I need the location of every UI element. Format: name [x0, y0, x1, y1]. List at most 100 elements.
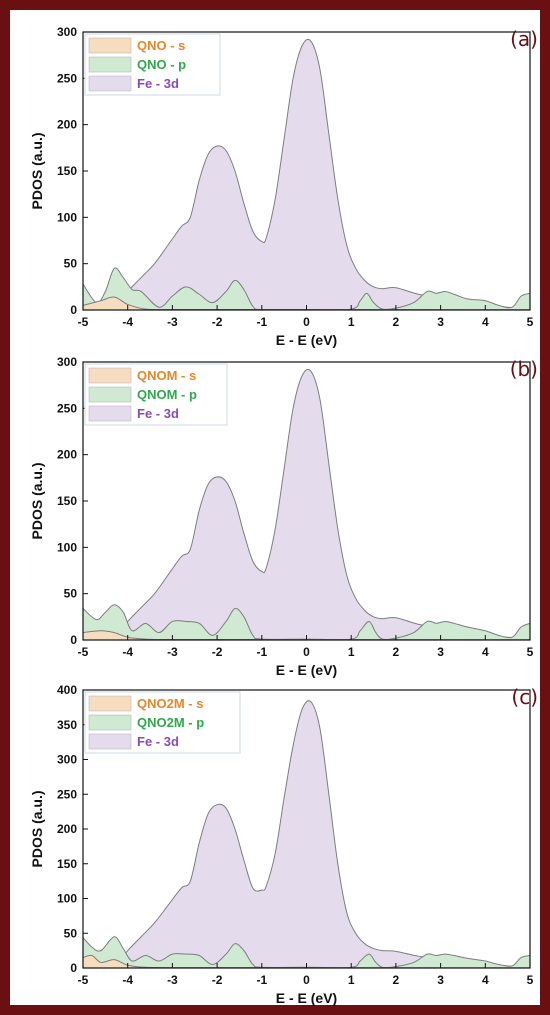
x-axis-title: E - E (eV)	[276, 332, 337, 348]
legend-swatch-p-orbital	[88, 714, 132, 731]
panel-label: (a)	[510, 27, 538, 51]
x-tick-label: 4	[482, 645, 489, 659]
y-tick-label: 250	[57, 787, 77, 801]
legend-label-d-orbital: Fe - 3d	[137, 406, 179, 421]
y-tick-label: 300	[57, 753, 77, 767]
series-line-d-orbital	[83, 38, 530, 309]
y-tick-label: 150	[57, 494, 77, 508]
x-tick-label: 3	[437, 315, 444, 329]
y-tick-label: 0	[70, 303, 77, 317]
x-tick-label: -1	[256, 645, 267, 659]
x-tick-label: -3	[167, 315, 178, 329]
series-area-d-orbital	[83, 700, 530, 968]
y-tick-label: 0	[70, 633, 77, 647]
x-tick-label: 1	[348, 315, 355, 329]
x-tick-label: -3	[167, 645, 178, 659]
x-tick-label: 4	[482, 315, 489, 329]
legend-swatch-d-orbital	[88, 75, 132, 92]
legend-swatch-p-orbital	[88, 386, 132, 403]
legend: QNOM - s QNOM - p Fe - 3d	[84, 363, 228, 426]
x-tick-label: 3	[437, 645, 444, 659]
x-tick-label: -2	[212, 973, 223, 987]
x-tick-label: 3	[437, 973, 444, 987]
y-tick-label: 350	[57, 718, 77, 732]
y-tick-label: 150	[57, 164, 77, 178]
y-tick-label: 0	[70, 961, 77, 975]
legend-label-s-orbital: QNO2M - s	[137, 696, 203, 711]
x-tick-label: -4	[122, 315, 133, 329]
legend-swatch-d-orbital	[88, 733, 132, 750]
y-axis-title: PDOS (a.u.)	[29, 790, 45, 867]
legend-swatch-s-orbital	[88, 367, 132, 384]
legend-swatch-s-orbital	[88, 37, 132, 54]
y-axis-title: PDOS (a.u.)	[29, 132, 45, 209]
x-tick-label: 5	[527, 645, 534, 659]
x-tick-label: -1	[256, 315, 267, 329]
pdos-panel-c: 0 50 100 150 200 250 300 350 400 -5 -4 -3 -2 -1 0 1 2 3 4 5…	[20, 678, 550, 1013]
series-area-d-orbital	[83, 39, 530, 310]
y-tick-label: 200	[57, 118, 77, 132]
pdos-chart-a: 0 50 100 150 200 250 300 -5 -4 -3 -2 -1 0 1 2 3 4 5 E - E …	[29, 25, 538, 348]
y-tick-label: 250	[57, 71, 77, 85]
x-tick-label: 0	[303, 315, 310, 329]
x-tick-label: -2	[212, 645, 223, 659]
x-tick-label: 1	[348, 973, 355, 987]
x-tick-label: -3	[167, 973, 178, 987]
pdos-chart-c: 0 50 100 150 200 250 300 350 400 -5 -4 -3 -2 -1 0 1 2 3 4 5…	[29, 683, 538, 1006]
legend-swatch-d-orbital	[88, 405, 132, 422]
legend-label-p-orbital: QNO - p	[137, 57, 186, 72]
x-tick-label: -4	[122, 973, 133, 987]
y-tick-label: 400	[57, 683, 77, 697]
legend-label-p-orbital: QNOM - p	[137, 387, 197, 402]
x-tick-label: -5	[78, 315, 89, 329]
series-line-d-orbital	[83, 700, 530, 968]
y-tick-label: 100	[57, 210, 77, 224]
x-tick-label: 2	[393, 645, 400, 659]
series-area-d-orbital	[83, 369, 530, 640]
x-tick-label: 4	[482, 973, 489, 987]
series-line-d-orbital	[83, 368, 530, 639]
legend-label-s-orbital: QNO - s	[137, 38, 185, 53]
legend-label-d-orbital: Fe - 3d	[137, 734, 179, 749]
pdos-panel-b: 0 50 100 150 200 250 300 -5 -4 -3 -2 -1 0 1 2 3 4 5 E - E …	[20, 350, 550, 680]
y-tick-label: 100	[57, 892, 77, 906]
x-tick-label: 0	[303, 645, 310, 659]
x-tick-label: 0	[303, 973, 310, 987]
x-tick-label: 5	[527, 973, 534, 987]
legend-label-p-orbital: QNO2M - p	[137, 715, 204, 730]
x-tick-label: 2	[393, 315, 400, 329]
legend-label-s-orbital: QNOM - s	[137, 368, 196, 383]
legend-label-d-orbital: Fe - 3d	[137, 76, 179, 91]
legend: QNO - s QNO - p Fe - 3d	[84, 33, 221, 96]
y-tick-label: 200	[57, 448, 77, 462]
y-tick-label: 100	[57, 540, 77, 554]
x-axis-title: E - E (eV)	[276, 662, 337, 678]
x-tick-label: -1	[256, 973, 267, 987]
y-axis-title: PDOS (a.u.)	[29, 462, 45, 539]
pdos-chart-b: 0 50 100 150 200 250 300 -5 -4 -3 -2 -1 0 1 2 3 4 5 E - E …	[29, 355, 538, 678]
y-tick-label: 50	[64, 926, 78, 940]
legend: QNO2M - s QNO2M - p Fe - 3d	[84, 691, 241, 754]
x-tick-label: -5	[78, 973, 89, 987]
legend-swatch-s-orbital	[88, 695, 132, 712]
legend-swatch-p-orbital	[88, 56, 132, 73]
panel-label: (c)	[511, 685, 538, 709]
x-tick-label: -4	[122, 645, 133, 659]
panel-label: (b)	[510, 357, 538, 381]
y-tick-label: 300	[57, 355, 77, 369]
x-tick-label: -2	[212, 315, 223, 329]
pdos-panel-a: 0 50 100 150 200 250 300 -5 -4 -3 -2 -1 0 1 2 3 4 5 E - E …	[20, 20, 550, 350]
y-tick-label: 50	[64, 587, 78, 601]
x-tick-label: 5	[527, 315, 534, 329]
y-tick-label: 50	[64, 257, 78, 271]
x-tick-label: 1	[348, 645, 355, 659]
x-tick-label: -5	[78, 645, 89, 659]
x-axis-title: E - E (eV)	[276, 990, 337, 1006]
y-tick-label: 300	[57, 25, 77, 39]
x-tick-label: 2	[393, 973, 400, 987]
y-tick-label: 150	[57, 857, 77, 871]
series-area-p-orbital	[83, 604, 530, 640]
y-tick-label: 200	[57, 822, 77, 836]
y-tick-label: 250	[57, 401, 77, 415]
